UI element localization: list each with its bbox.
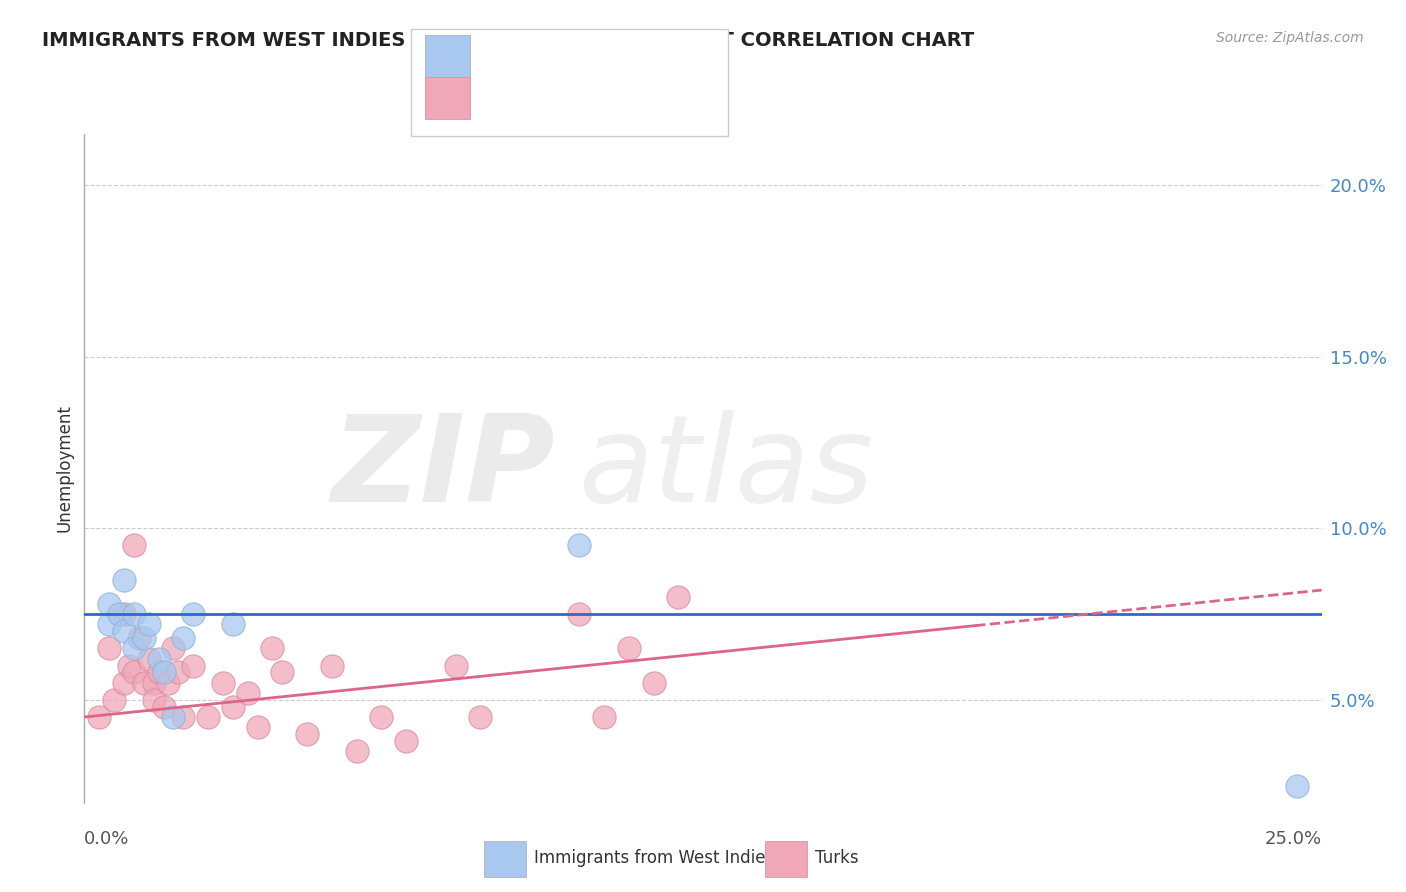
Point [222,617,245,632]
Point [138,651,160,665]
Point [172,631,194,645]
Point [222,699,245,714]
Point [142,675,165,690]
Text: 0.170: 0.170 [520,89,576,107]
Point [370,710,392,724]
Point [444,658,467,673]
Point [181,607,204,621]
Point [617,641,640,656]
Point [167,665,190,680]
Point [152,665,174,680]
Text: Turks: Turks [815,849,859,867]
Point [148,665,170,680]
Point [98,597,121,611]
Point [122,665,145,680]
Point [118,658,141,673]
Point [162,641,184,656]
Point [568,607,591,621]
Point [568,539,591,553]
Point [172,710,194,724]
Point [236,686,259,700]
Point [148,651,170,665]
Point [122,641,145,656]
Text: N =: N = [591,47,630,65]
Point [346,744,368,758]
Point [295,727,318,741]
Point [128,631,150,645]
Point [470,710,492,724]
Point [212,675,235,690]
Text: 39: 39 [630,89,655,107]
Point [98,617,121,632]
Point [1285,779,1308,793]
Point [142,693,165,707]
Point [181,658,204,673]
Point [162,710,184,724]
Point [643,675,665,690]
Point [593,710,616,724]
Point [321,658,343,673]
Text: N =: N = [591,89,630,107]
Point [152,699,174,714]
Text: 0.0%: 0.0% [84,830,129,847]
Text: 25.0%: 25.0% [1264,830,1322,847]
Point [89,710,111,724]
Point [112,573,135,587]
Text: 17: 17 [630,47,655,65]
Point [108,607,131,621]
Point [122,607,145,621]
Text: Immigrants from West Indies: Immigrants from West Indies [534,849,775,867]
Text: atlas: atlas [579,409,875,527]
Point [138,617,160,632]
Point [112,624,135,639]
Point [271,665,294,680]
Point [112,675,135,690]
Point [122,539,145,553]
Y-axis label: Unemployment: Unemployment [55,404,73,533]
Text: R =: R = [478,89,517,107]
Point [395,734,418,748]
Text: R =: R = [478,47,517,65]
Point [112,607,135,621]
Text: 0.001: 0.001 [520,47,576,65]
Point [132,631,155,645]
Text: ZIP: ZIP [330,409,554,527]
Point [246,720,269,734]
Point [666,590,689,604]
Point [98,641,121,656]
Point [157,675,180,690]
Text: Source: ZipAtlas.com: Source: ZipAtlas.com [1216,31,1364,45]
Point [103,693,125,707]
Point [197,710,219,724]
Point [132,675,155,690]
Text: IMMIGRANTS FROM WEST INDIES VS TURKISH UNEMPLOYMENT CORRELATION CHART: IMMIGRANTS FROM WEST INDIES VS TURKISH U… [42,31,974,50]
Point [262,641,284,656]
